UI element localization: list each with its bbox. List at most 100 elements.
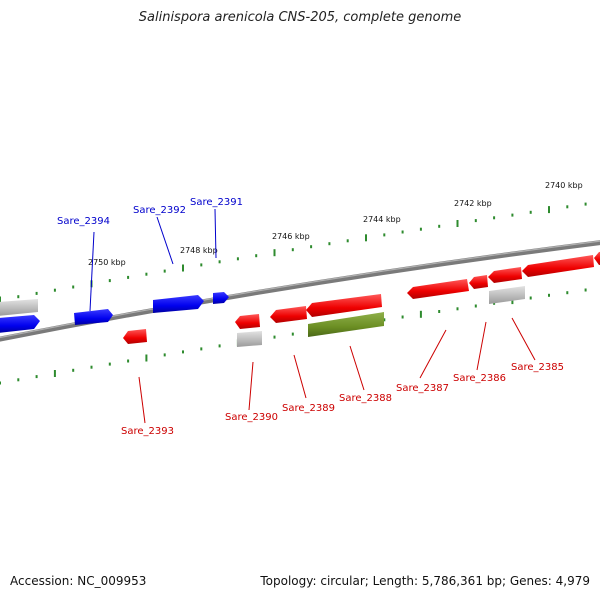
minor-tick-mark	[108, 362, 111, 366]
lower-tick-row	[0, 288, 587, 385]
feature-olive-sare-2388[interactable]	[308, 312, 384, 337]
minor-tick-mark	[236, 257, 239, 261]
label-sare-2393: Sare_2393	[121, 426, 174, 437]
minor-tick-mark	[218, 344, 221, 348]
minor-tick-mark	[255, 254, 258, 258]
minor-tick-mark	[127, 275, 130, 279]
minor-tick-mark	[0, 381, 1, 385]
minor-tick-mark	[72, 285, 75, 289]
minor-tick-mark	[548, 293, 550, 297]
minor-tick-mark	[419, 227, 422, 231]
gene-sare-2389[interactable]: Sare_2389	[270, 306, 335, 414]
minor-tick-mark	[163, 269, 166, 273]
scale-label-2750: 2750 kbp	[88, 258, 126, 267]
minor-tick-mark	[383, 318, 386, 322]
minor-tick-mark	[72, 368, 75, 372]
minor-tick-mark	[182, 350, 184, 354]
gene-sare-2387[interactable]: Sare_2387	[396, 279, 469, 394]
leader-sare-2388	[349, 345, 365, 391]
minor-tick-mark	[474, 219, 477, 223]
scale-label-2744: 2744 kbp	[363, 215, 401, 224]
label-sare-2387: Sare_2387	[396, 383, 449, 394]
leader-sare-2387	[419, 329, 447, 379]
scale-label-2746: 2746 kbp	[272, 232, 310, 241]
gene-sare-2392[interactable]: Sare_2392	[133, 205, 204, 313]
leader-sare-2390	[248, 361, 254, 411]
major-tick-mark	[53, 370, 56, 377]
major-tick-mark	[273, 249, 276, 257]
minor-tick-mark	[383, 233, 386, 237]
minor-tick-mark	[529, 210, 532, 214]
minor-tick-mark	[200, 263, 203, 267]
minor-tick-mark	[291, 248, 294, 252]
minor-tick-mark	[17, 295, 20, 299]
label-sare-2390: Sare_2390	[225, 412, 278, 423]
feature-gray-sare-2390-region[interactable]	[237, 331, 262, 347]
leader-sare-2394	[89, 231, 95, 312]
minor-tick-mark	[346, 239, 349, 243]
label-sare-2388: Sare_2388	[339, 393, 392, 404]
gene-partial-left-forward[interactable]	[0, 315, 40, 333]
minor-tick-mark	[127, 359, 130, 363]
minor-tick-mark	[584, 202, 587, 206]
major-tick-mark	[182, 264, 184, 272]
minor-tick-mark	[529, 296, 532, 300]
minor-tick-mark	[108, 279, 111, 283]
minor-tick-mark	[90, 365, 93, 369]
gene-sare-2393[interactable]: Sare_2393	[121, 329, 174, 437]
minor-tick-mark	[493, 301, 496, 305]
accession-text: Accession: NC_009953	[10, 574, 147, 588]
major-tick-mark	[456, 220, 459, 227]
gene-sare-2385[interactable]: Sare_2385	[511, 251, 600, 373]
minor-tick-mark	[35, 291, 38, 295]
minor-tick-mark	[566, 205, 569, 209]
minor-tick-mark	[145, 272, 148, 276]
minor-tick-mark	[17, 378, 20, 382]
feature-gray-sare-2386-region[interactable]	[489, 286, 525, 304]
feature-gray-left[interactable]	[0, 299, 38, 316]
gene-sare-2390[interactable]: Sare_2390	[225, 314, 278, 423]
label-sare-2394: Sare_2394	[57, 216, 110, 227]
minor-tick-mark	[200, 347, 203, 351]
genome-summary-text: Topology: circular; Length: 5,786,361 bp…	[260, 574, 590, 588]
minor-tick-mark	[310, 245, 313, 249]
major-tick-mark	[0, 296, 1, 304]
minor-tick-mark	[273, 335, 276, 339]
major-tick-mark	[419, 310, 422, 318]
gene-sare-2388[interactable]: Sare_2388	[306, 294, 392, 404]
gene-sare-2391[interactable]: Sare_2391	[190, 197, 243, 304]
minor-tick-mark	[584, 288, 587, 292]
scale-label-2740: 2740 kbp	[545, 181, 583, 190]
leader-sare-2389	[293, 354, 307, 399]
minor-tick-mark	[291, 332, 294, 336]
major-tick-mark	[548, 206, 550, 214]
minor-tick-mark	[401, 230, 404, 234]
minor-tick-mark	[163, 353, 166, 357]
gene-sare-2394[interactable]: Sare_2394	[57, 216, 113, 325]
leader-sare-2385	[511, 317, 536, 361]
major-tick-mark	[365, 234, 367, 242]
label-sare-2391: Sare_2391	[190, 197, 243, 208]
leader-sare-2391	[214, 208, 217, 259]
label-sare-2392: Sare_2392	[133, 205, 186, 216]
leader-sare-2392	[156, 216, 174, 265]
genome-title: Salinispora arenicola CNS-205, complete …	[138, 10, 462, 25]
minor-tick-mark	[35, 375, 38, 379]
minor-tick-mark	[401, 315, 404, 319]
leader-sare-2386	[476, 321, 487, 371]
minor-tick-mark	[511, 213, 514, 217]
minor-tick-mark	[493, 216, 496, 220]
label-sare-2386: Sare_2386	[453, 373, 506, 384]
minor-tick-mark	[438, 224, 441, 228]
minor-tick-mark	[53, 288, 56, 292]
minor-tick-mark	[456, 307, 459, 311]
minor-tick-mark	[218, 260, 221, 264]
label-sare-2385: Sare_2385	[511, 362, 564, 373]
gene-sare-2386[interactable]: Sare_2386	[453, 267, 522, 384]
minor-tick-mark	[474, 304, 477, 308]
major-tick-mark	[145, 354, 148, 362]
minor-tick-mark	[328, 242, 331, 246]
minor-tick-mark	[566, 291, 569, 295]
scale-label-2748: 2748 kbp	[180, 246, 218, 255]
